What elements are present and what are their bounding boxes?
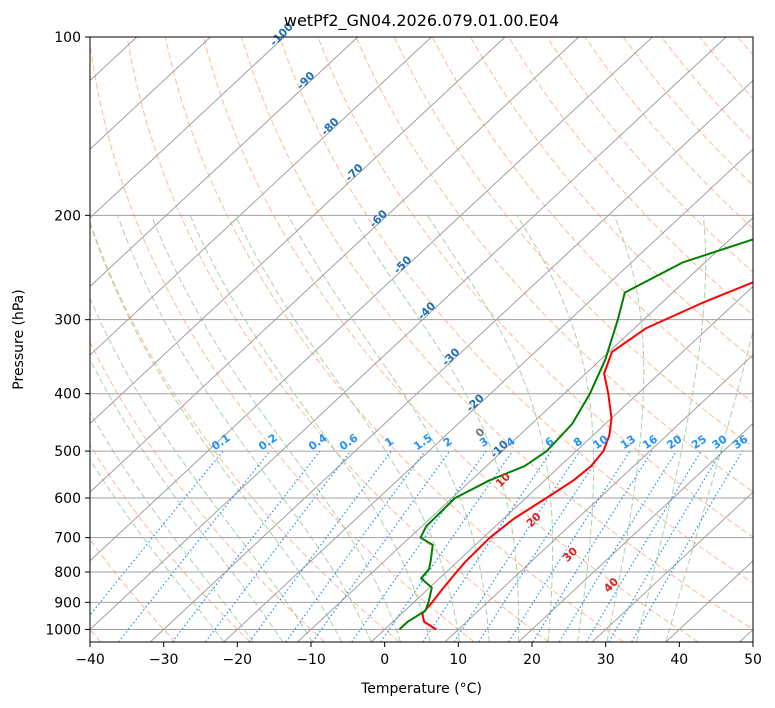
moist-adiabat <box>90 458 225 642</box>
y-tick-label: 600 <box>54 491 81 507</box>
mixing-ratio-line <box>248 450 392 642</box>
dry-adiabat <box>393 37 753 448</box>
moist-adiabat <box>635 215 707 642</box>
mixing-ratio-line <box>118 450 271 642</box>
y-tick-label: 100 <box>54 30 81 46</box>
dry-adiabat <box>470 37 753 360</box>
dry-adiabat <box>90 538 176 642</box>
y-tick-label: 800 <box>54 565 81 581</box>
dewpoint-profile-line <box>398 238 753 631</box>
moist-adiabat <box>90 358 284 642</box>
y-axis-title: Pressure (hPa) <box>11 289 27 389</box>
isotherm <box>90 37 727 631</box>
dry-adiabat <box>126 37 550 642</box>
isotherm <box>149 79 753 642</box>
y-tick-label: 500 <box>54 444 81 460</box>
y-tick-label: 1000 <box>45 622 81 638</box>
temperature-profile-line <box>421 281 753 631</box>
moist-adiabat <box>606 215 645 642</box>
moist-adiabat <box>117 215 372 642</box>
dry-adiabat <box>241 37 753 630</box>
mixing-ratio-line <box>422 450 552 642</box>
moist-adiabat <box>426 215 554 642</box>
x-tick-label: 0 <box>380 652 389 668</box>
dry-adiabat <box>90 443 251 642</box>
mixing-ratio-line <box>205 450 352 642</box>
isotherm <box>90 37 580 493</box>
isotherm <box>297 217 753 642</box>
x-tick-label: −40 <box>75 652 105 668</box>
moist-adiabat <box>350 215 520 642</box>
dry-adiabat <box>355 37 753 493</box>
isotherm <box>444 354 753 642</box>
x-tick-label: 10 <box>449 652 467 668</box>
dry-adiabat <box>279 37 753 584</box>
y-tick-label: 700 <box>54 531 81 547</box>
x-tick-label: −10 <box>296 652 326 668</box>
moist-adiabat <box>287 215 490 642</box>
x-axis-title: Temperature (°C) <box>360 681 482 697</box>
moist-adiabat <box>90 411 254 642</box>
isotherm <box>518 422 753 642</box>
isotherm <box>0 37 63 642</box>
isotherm <box>90 37 432 356</box>
mixing-ratio-line <box>285 450 426 642</box>
isotherm <box>223 148 753 642</box>
x-tick-label: 30 <box>597 652 615 668</box>
dry-adiabat <box>90 341 326 642</box>
isotherm <box>370 285 753 642</box>
moist-adiabat <box>150 215 402 642</box>
y-tick-label: 400 <box>54 387 81 403</box>
isotherm <box>90 37 506 425</box>
y-tick-label: 300 <box>54 313 81 329</box>
mixing-ratio-line <box>558 450 677 642</box>
y-tick-label: 900 <box>54 595 81 611</box>
x-tick-label: 50 <box>744 652 762 668</box>
isotherm <box>90 37 285 219</box>
y-tick-label: 200 <box>54 208 81 224</box>
x-tick-label: 40 <box>670 652 688 668</box>
x-tick-label: −20 <box>223 652 253 668</box>
mixing-ratio-line <box>508 450 631 642</box>
dry-adiabat <box>90 40 475 642</box>
moist-adiabat <box>189 215 431 642</box>
dry-adiabat <box>164 37 624 642</box>
moist-adiabat <box>665 328 753 642</box>
mixing-ratio-line <box>478 450 604 642</box>
moist-adiabat <box>234 215 461 642</box>
x-tick-label: 20 <box>523 652 541 668</box>
plot-background <box>90 37 753 642</box>
isotherm <box>90 37 653 562</box>
dry-adiabat <box>508 37 753 316</box>
mixing-ratio-line <box>90 450 224 616</box>
mixing-ratio-line <box>351 450 487 642</box>
plot-frame <box>89 36 754 643</box>
mixing-ratio-line <box>312 450 451 642</box>
chart-title: wetPf2_GN04.2026.079.01.00.E04 <box>284 11 559 31</box>
isotherm <box>90 37 359 288</box>
moist-adiabat <box>90 297 313 642</box>
x-tick-label: −30 <box>149 652 179 668</box>
moist-adiabat <box>516 215 595 642</box>
mixing-ratio-line <box>380 450 514 642</box>
isotherm <box>591 491 753 642</box>
isotherm <box>90 37 211 150</box>
